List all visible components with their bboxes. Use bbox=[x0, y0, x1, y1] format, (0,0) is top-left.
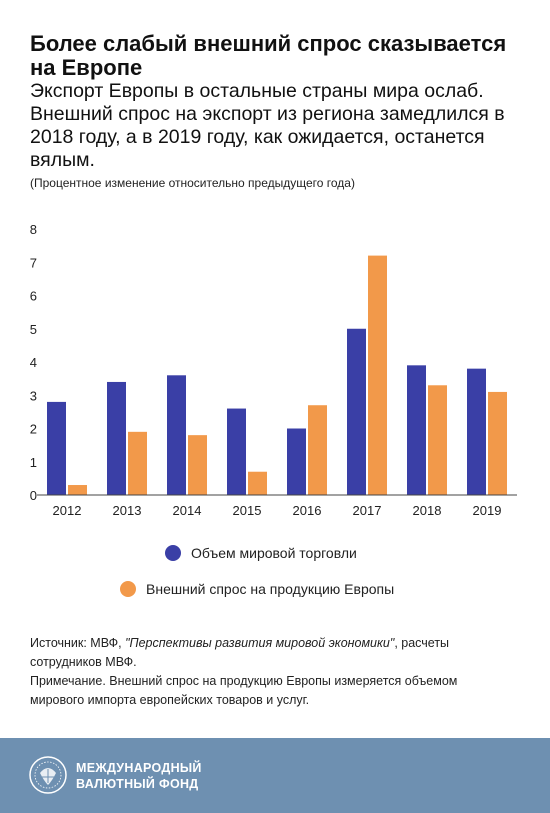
imf-seal-icon bbox=[29, 756, 67, 794]
bar-europe-demand-2015 bbox=[248, 471, 267, 495]
source-publication: "Перспективы развития мировой экономики" bbox=[125, 636, 395, 650]
bar-europe-demand-2012 bbox=[68, 485, 87, 495]
bar-europe-demand-2016 bbox=[308, 405, 327, 495]
bar-world-trade-2013 bbox=[107, 381, 126, 495]
y-tick-label: 3 bbox=[30, 388, 37, 403]
legend-label-world-trade: Объем мировой торговли bbox=[191, 545, 357, 561]
x-tick-label: 2017 bbox=[353, 503, 382, 515]
bar-europe-demand-2019 bbox=[488, 391, 507, 495]
chart-subtitle: Экспорт Европы в остальные страны мира о… bbox=[30, 80, 505, 171]
bar-europe-demand-2017 bbox=[368, 255, 387, 495]
bar-world-trade-2014 bbox=[167, 375, 186, 495]
bar-world-trade-2015 bbox=[227, 408, 246, 495]
y-tick-label: 7 bbox=[30, 255, 37, 270]
bar-world-trade-2017 bbox=[347, 328, 366, 495]
x-tick-label: 2015 bbox=[233, 503, 262, 515]
legend-item-europe-demand: Внешний спрос на продукцию Европы bbox=[120, 581, 394, 597]
x-tick-label: 2018 bbox=[413, 503, 442, 515]
source-line: Источник: МВФ, "Перспективы развития мир… bbox=[30, 634, 500, 672]
legend-swatch-world-trade bbox=[165, 545, 181, 561]
chart-title: Более слабый внешний спрос сказывается н… bbox=[30, 31, 507, 80]
logo-line-1: МЕЖДУНАРОДНЫЙ bbox=[76, 761, 202, 775]
y-tick-label: 2 bbox=[30, 422, 37, 437]
legend-swatch-europe-demand bbox=[120, 581, 136, 597]
bar-world-trade-2012 bbox=[47, 401, 66, 495]
y-tick-label: 5 bbox=[30, 322, 37, 337]
units-note: (Процентное изменение относительно преды… bbox=[30, 176, 355, 190]
x-tick-label: 2014 bbox=[173, 503, 202, 515]
source-prefix: Источник: МВФ, bbox=[30, 636, 126, 650]
footer-bar: МЕЖДУНАРОДНЫЙ ВАЛЮТНЫЙ ФОНД bbox=[0, 738, 550, 813]
y-tick-label: 4 bbox=[30, 355, 37, 370]
source-suffix: , расчеты сотрудников МВФ. bbox=[30, 636, 450, 669]
bar-world-trade-2018 bbox=[407, 365, 426, 495]
y-tick-label: 0 bbox=[30, 488, 37, 503]
bar-world-trade-2019 bbox=[467, 368, 486, 495]
bar-chart: 0 1 2 3 4 5 6 7 8 2012 2013 2014 2015 2016 2017 2018 201… bbox=[30, 222, 517, 515]
imf-logo-text: МЕЖДУНАРОДНЫЙ ВАЛЮТНЫЙ ФОНД bbox=[76, 760, 202, 792]
y-tick-label: 6 bbox=[30, 289, 37, 304]
bar-world-trade-2016 bbox=[287, 428, 306, 495]
x-tick-label: 2013 bbox=[113, 503, 142, 515]
bar-europe-demand-2013 bbox=[128, 431, 147, 495]
source-note: Источник: МВФ, "Перспективы развития мир… bbox=[30, 634, 500, 710]
bar-europe-demand-2018 bbox=[428, 385, 447, 495]
y-tick-label: 1 bbox=[30, 455, 37, 470]
x-tick-label: 2012 bbox=[53, 503, 82, 515]
x-tick-label: 2019 bbox=[473, 503, 502, 515]
x-tick-label: 2016 bbox=[293, 503, 322, 515]
logo-line-2: ВАЛЮТНЫЙ ФОНД bbox=[76, 777, 199, 791]
bar-europe-demand-2014 bbox=[188, 435, 207, 495]
legend-item-world-trade: Объем мировой торговли bbox=[165, 545, 357, 561]
y-tick-label: 8 bbox=[30, 222, 37, 237]
footnote: Примечание. Внешний спрос на продукцию Е… bbox=[30, 674, 458, 707]
legend-label-europe-demand: Внешний спрос на продукцию Европы bbox=[146, 581, 395, 597]
